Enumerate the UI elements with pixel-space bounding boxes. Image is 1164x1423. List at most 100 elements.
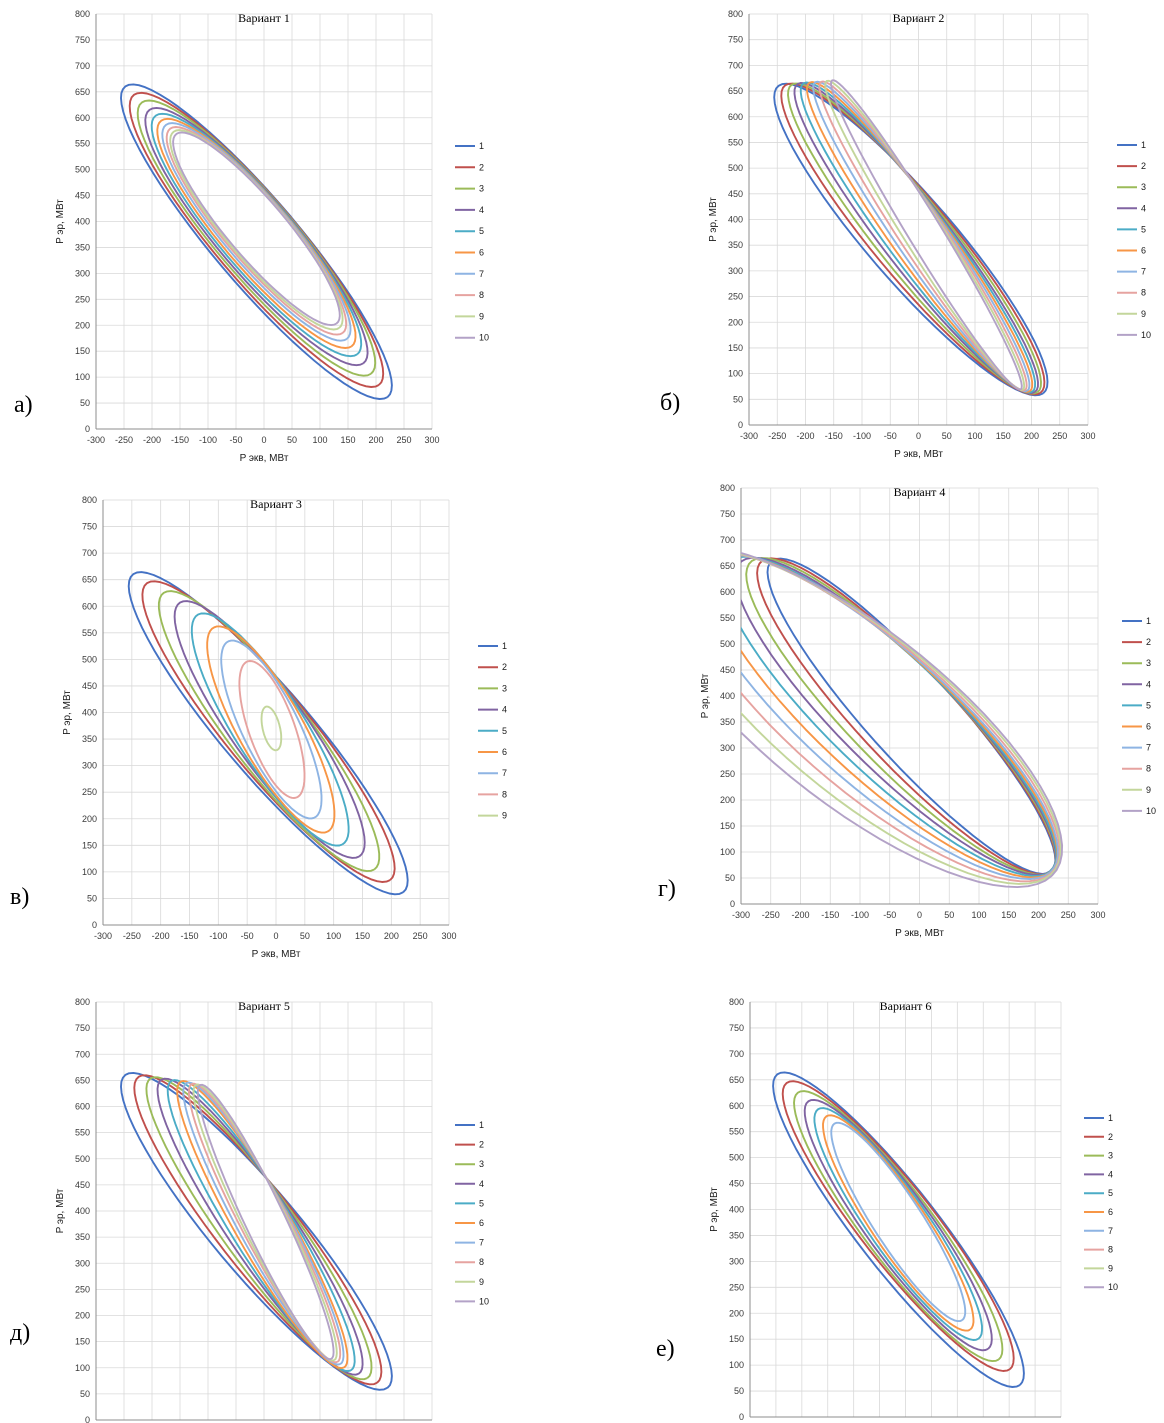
y-tick-label: 500 <box>75 1154 90 1164</box>
series-group <box>120 1071 393 1391</box>
series-line-5 <box>150 112 363 358</box>
y-tick-label: 100 <box>729 1360 744 1370</box>
series-line-3 <box>745 557 1057 876</box>
y-tick-label: 550 <box>729 1127 744 1137</box>
legend-label: 7 <box>502 768 507 778</box>
series-group <box>127 571 409 896</box>
y-tick-label: 0 <box>85 424 90 434</box>
y-axis-label: P эр, МВт <box>700 673 711 718</box>
legend-label: 5 <box>479 1198 484 1208</box>
x-tick-label: 250 <box>413 931 428 941</box>
series-line-6 <box>156 117 357 349</box>
y-tick-label: 400 <box>82 708 97 718</box>
legend-label: 3 <box>1146 658 1151 668</box>
x-tick-label: -300 <box>740 431 758 441</box>
x-axis-label: P экв, МВт <box>240 453 289 464</box>
y-tick-label: 200 <box>75 320 90 330</box>
legend-label: 4 <box>479 1179 484 1189</box>
series-line-9 <box>824 79 1026 391</box>
y-tick-label: 300 <box>728 266 743 276</box>
y-axis-label: P эр, МВт <box>708 197 719 242</box>
y-tick-label: 550 <box>75 139 90 149</box>
x-tick-label: -50 <box>883 910 896 920</box>
y-axis-label: P эр, МВт <box>55 1188 66 1233</box>
y-tick-label: 450 <box>82 681 97 691</box>
y-tick-label: 300 <box>75 268 90 278</box>
legend-label: 8 <box>1141 288 1146 298</box>
legend-label: 5 <box>1108 1188 1113 1198</box>
panel-letter: б) <box>660 390 681 416</box>
series-line-6 <box>206 625 336 834</box>
legend-label: 5 <box>502 726 507 736</box>
legend-label: 2 <box>479 1140 484 1150</box>
y-tick-label: 500 <box>75 165 90 175</box>
legend-label: 1 <box>1108 1113 1113 1123</box>
series-line-3 <box>157 590 381 873</box>
y-tick-label: 0 <box>738 420 743 430</box>
y-tick-label: 250 <box>728 292 743 302</box>
y-tick-label: 800 <box>728 9 743 19</box>
series-line-8 <box>818 80 1028 392</box>
panel-letter: а) <box>14 392 33 418</box>
x-tick-label: 150 <box>340 435 355 445</box>
x-tick-label: 50 <box>287 435 297 445</box>
y-axis-label: P эр, МВт <box>709 1187 720 1232</box>
y-tick-label: 800 <box>720 483 735 493</box>
chart-panel-variant-2: б) -300 -250 -200 -150 -100 -50 0 50 100 150 200 25… <box>582 0 1164 474</box>
legend-label: 9 <box>479 311 484 321</box>
legend-label: 2 <box>502 662 507 672</box>
series-line-8 <box>238 660 306 799</box>
series-line-7 <box>161 122 352 342</box>
series-line-6 <box>822 1114 975 1332</box>
legend-label: 9 <box>1141 309 1146 319</box>
legend-label: 1 <box>1141 140 1146 150</box>
y-tick-label: 500 <box>728 163 743 173</box>
y-tick-label: 350 <box>75 242 90 252</box>
chart-title: Вариант 2 <box>893 11 945 25</box>
chart-panel-variant-6: е) -300-250-200-150-100-5005010015020025… <box>582 948 1164 1423</box>
y-tick-label: 600 <box>729 1101 744 1111</box>
x-tick-label: -250 <box>123 931 141 941</box>
series-line-1 <box>772 1071 1025 1388</box>
x-tick-label: -150 <box>825 431 843 441</box>
series-line-7 <box>182 1081 345 1366</box>
y-tick-label: 50 <box>734 1386 744 1396</box>
x-axis-label: P экв, МВт <box>252 949 301 960</box>
y-tick-label: 450 <box>728 189 743 199</box>
series-line-9 <box>260 705 283 752</box>
series-line-9 <box>741 552 1062 885</box>
x-tick-label: 150 <box>996 431 1011 441</box>
y-tick-label: 300 <box>82 761 97 771</box>
x-axis-label: P экв, МВт <box>895 928 944 939</box>
x-tick-label: -200 <box>796 431 814 441</box>
y-tick-label: 600 <box>75 113 90 123</box>
series-line-3 <box>136 99 377 377</box>
series-line-1 <box>766 557 1057 875</box>
y-tick-label: 150 <box>75 346 90 356</box>
chart-svg: -300-250-200-150-100-5005010015020025030… <box>709 997 1118 1422</box>
x-tick-label: 0 <box>273 931 278 941</box>
y-tick-label: 800 <box>729 997 744 1007</box>
y-tick-label: 700 <box>729 1049 744 1059</box>
x-tick-label: 200 <box>1031 910 1046 920</box>
y-tick-label: 400 <box>729 1205 744 1215</box>
x-tick-label: -300 <box>87 435 105 445</box>
chart-title: Вариант 6 <box>880 999 932 1013</box>
y-tick-label: 150 <box>82 840 97 850</box>
x-tick-label: 200 <box>384 931 399 941</box>
y-tick-label: 650 <box>75 87 90 97</box>
legend-label: 9 <box>479 1277 484 1287</box>
legend-label: 5 <box>1146 700 1151 710</box>
series-line-5 <box>741 555 1058 877</box>
y-tick-label: 200 <box>75 1311 90 1321</box>
series-line-2 <box>128 91 385 388</box>
x-tick-label: 200 <box>368 435 383 445</box>
series-line-10 <box>172 131 341 327</box>
x-tick-label: -100 <box>209 931 227 941</box>
legend-label: 3 <box>502 683 507 693</box>
series-line-10 <box>830 79 1023 391</box>
y-tick-label: 600 <box>75 1102 90 1112</box>
x-tick-label: 250 <box>1052 431 1067 441</box>
legend-label: 10 <box>1108 1282 1118 1292</box>
y-tick-label: 0 <box>85 1415 90 1423</box>
